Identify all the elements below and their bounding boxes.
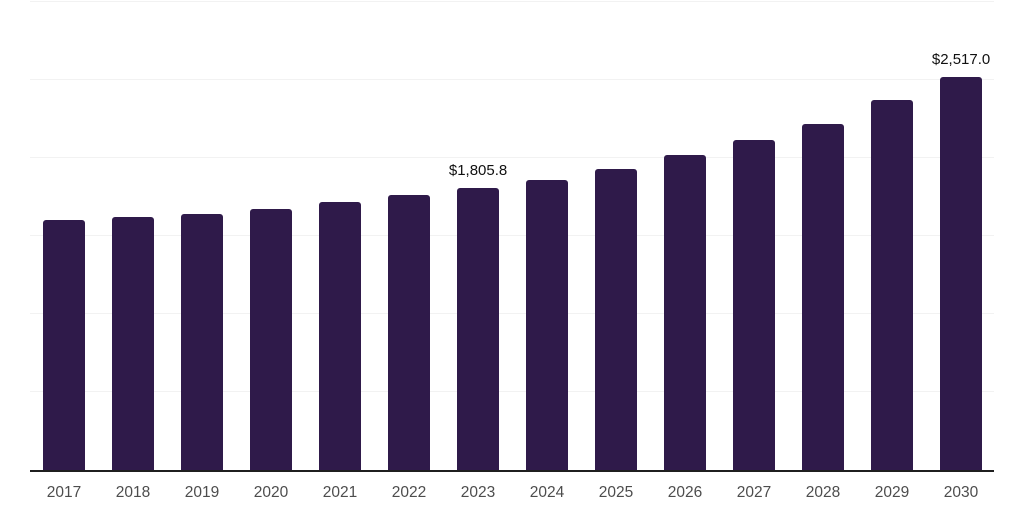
bar-2024 [526,179,568,470]
value-label-2030: $2,517.0 [931,51,991,69]
bar-2030 [940,77,982,470]
bar-2017 [43,220,85,470]
x-tick-2030: 2030 [943,484,979,501]
gridline-1500 [30,235,994,236]
x-tick-2029: 2029 [874,484,910,501]
bar-2025 [595,168,637,470]
gridline-2500 [30,79,994,80]
bar-2023 [457,188,499,470]
gridline-500 [30,391,994,392]
x-tick-2019: 2019 [184,484,220,501]
x-tick-2023: 2023 [460,484,496,501]
x-tick-2027: 2027 [736,484,772,501]
gridline-2000 [30,157,994,158]
bar-2018 [112,217,154,470]
bar-2027 [733,139,775,470]
bar-2029 [871,99,913,470]
x-tick-2022: 2022 [391,484,427,501]
x-tick-2026: 2026 [667,484,703,501]
x-tick-2028: 2028 [805,484,841,501]
bar-2022 [388,195,430,470]
gridline-1000 [30,313,994,314]
x-tick-2021: 2021 [322,484,358,501]
gridline-3000 [30,1,994,2]
x-tick-2024: 2024 [529,484,565,501]
bar-2026 [664,155,706,470]
x-tick-2018: 2018 [115,484,151,501]
value-label-2023: $1,805.8 [448,162,508,180]
x-tick-2025: 2025 [598,484,634,501]
plot-area: 2017 2018 2019 2020 2021 2022 2023 2024 2025 2026… [30,1,994,500]
bar-2020 [250,208,292,470]
x-tick-2017: 2017 [46,484,82,501]
x-tick-2020: 2020 [253,484,289,501]
bar-2028 [802,123,844,470]
bar-2021 [319,201,361,470]
bar-2019 [181,213,223,470]
